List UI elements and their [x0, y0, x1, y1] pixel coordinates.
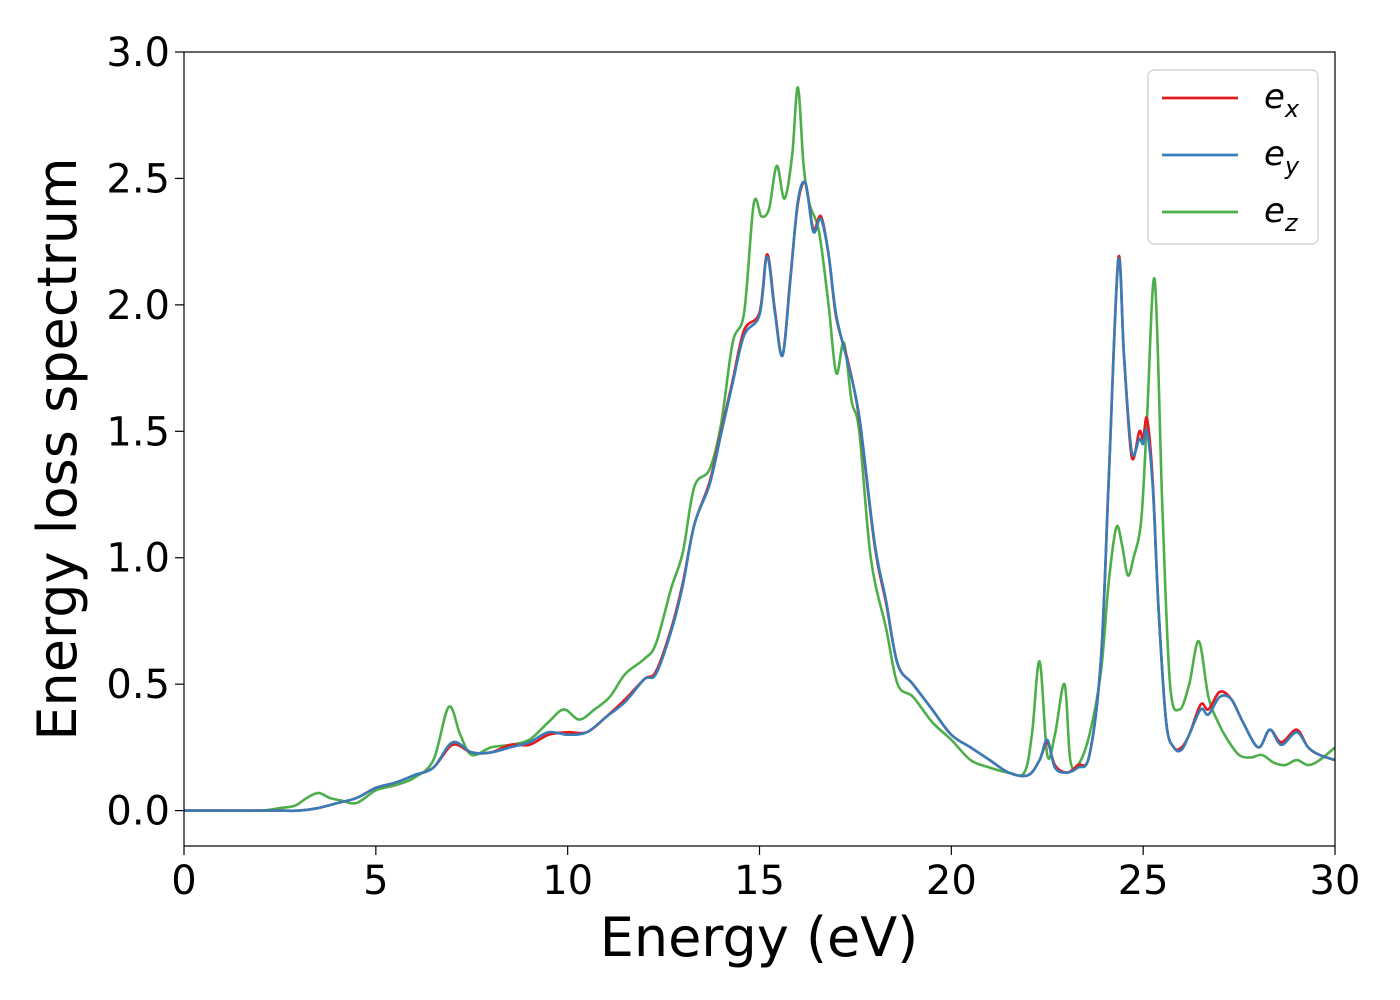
series-line-z — [184, 86, 1335, 813]
y-tick-label: 2.0 — [106, 283, 170, 329]
y-tick-label: 1.0 — [106, 536, 170, 582]
legend-label-base: e — [1264, 134, 1285, 174]
x-axis-title: Energy (eV) — [600, 906, 919, 969]
x-tick-label: 30 — [1310, 858, 1361, 904]
legend-label-z: ez — [1264, 191, 1299, 237]
x-tick-label: 15 — [734, 858, 785, 904]
legend-label-subscript: z — [1284, 209, 1299, 237]
legend-box — [1147, 69, 1319, 245]
y-tick-label: 3.0 — [106, 30, 170, 76]
y-axis-title: Energy loss spectrum — [26, 157, 89, 740]
legend-label-y: ey — [1264, 134, 1300, 180]
legend-label-subscript: y — [1284, 152, 1300, 180]
y-axis: 0.0 0.5 1.0 1.5 2.0 2.5 3.0 — [106, 30, 184, 835]
series-layer — [184, 86, 1335, 813]
x-axis: 0 5 10 15 20 25 30 — [171, 846, 1360, 904]
x-tick-label: 25 — [1118, 858, 1169, 904]
x-tick-label: 20 — [926, 858, 977, 904]
legend-label-base: e — [1264, 77, 1285, 117]
legend-label-subscript: x — [1284, 95, 1300, 123]
series-line-y — [184, 180, 1335, 813]
legend-label-base: e — [1264, 191, 1285, 231]
y-tick-label: 0.0 — [106, 789, 170, 835]
x-tick-label: 0 — [171, 858, 196, 904]
y-tick-label: 0.5 — [106, 662, 170, 708]
y-tick-label: 2.5 — [106, 156, 170, 202]
legend-label-x: ex — [1264, 77, 1300, 123]
x-tick-label: 5 — [363, 858, 388, 904]
y-tick-label: 1.5 — [106, 409, 170, 455]
x-tick-label: 10 — [542, 858, 593, 904]
